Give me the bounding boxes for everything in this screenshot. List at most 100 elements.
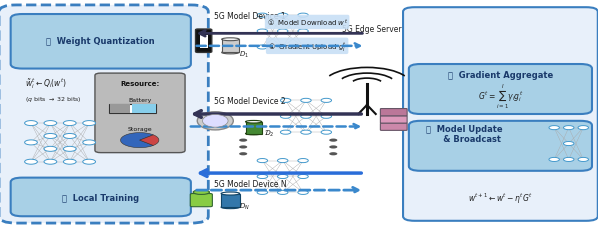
Circle shape (563, 158, 574, 162)
Circle shape (298, 14, 309, 18)
Circle shape (549, 126, 559, 130)
Circle shape (257, 175, 267, 179)
Circle shape (298, 30, 309, 34)
Polygon shape (140, 135, 159, 146)
Circle shape (280, 99, 291, 103)
FancyBboxPatch shape (95, 74, 185, 153)
Circle shape (563, 126, 574, 130)
Circle shape (277, 159, 288, 163)
Circle shape (277, 175, 288, 179)
Text: Battery: Battery (128, 97, 151, 102)
Text: $\mathcal{D}_2$: $\mathcal{D}_2$ (264, 129, 274, 139)
Text: 5G Model Device 1: 5G Model Device 1 (214, 12, 286, 21)
Ellipse shape (221, 192, 240, 195)
FancyBboxPatch shape (196, 30, 212, 53)
Text: Ⓐ  Weight Quantization: Ⓐ Weight Quantization (47, 36, 155, 45)
Circle shape (298, 175, 309, 179)
Circle shape (298, 191, 309, 195)
Polygon shape (121, 133, 153, 148)
Text: $\tilde{w}_i^t \leftarrow Q_i(w^t)$: $\tilde{w}_i^t \leftarrow Q_i(w^t)$ (25, 75, 67, 90)
Circle shape (578, 126, 588, 130)
Circle shape (549, 158, 559, 162)
Circle shape (277, 46, 288, 50)
Text: $D_1$: $D_1$ (239, 49, 249, 60)
Circle shape (563, 142, 574, 146)
Text: 5G Model Device 2: 5G Model Device 2 (214, 96, 286, 105)
Circle shape (63, 121, 76, 126)
Text: Ⓓ  Gradient Aggregate: Ⓓ Gradient Aggregate (448, 71, 553, 80)
Circle shape (321, 99, 331, 103)
FancyBboxPatch shape (11, 15, 191, 69)
Text: Storage: Storage (127, 127, 152, 132)
Ellipse shape (222, 52, 239, 55)
Circle shape (277, 14, 288, 18)
FancyBboxPatch shape (11, 178, 191, 216)
Circle shape (44, 160, 57, 164)
Bar (110, 105, 130, 113)
Circle shape (329, 153, 337, 156)
Text: Ⓔ  Model Update
      & Broadcast: Ⓔ Model Update & Broadcast (426, 124, 503, 143)
Circle shape (83, 160, 96, 164)
Ellipse shape (203, 115, 228, 128)
Text: Ⓑ  Local Training: Ⓑ Local Training (62, 193, 139, 202)
Circle shape (280, 115, 291, 119)
Circle shape (298, 46, 309, 50)
Bar (200, 36, 208, 49)
Circle shape (329, 139, 337, 142)
Ellipse shape (246, 121, 262, 123)
Circle shape (329, 146, 337, 149)
Circle shape (63, 134, 76, 139)
Circle shape (298, 159, 309, 163)
Circle shape (83, 121, 96, 126)
Circle shape (25, 140, 38, 145)
Text: $(q$ bits $\rightarrow$ 32 bits$)$: $(q$ bits $\rightarrow$ 32 bits$)$ (25, 94, 82, 103)
FancyBboxPatch shape (380, 124, 407, 131)
Ellipse shape (221, 206, 240, 209)
FancyBboxPatch shape (403, 8, 598, 221)
Circle shape (239, 146, 247, 149)
Circle shape (257, 46, 267, 50)
Circle shape (257, 30, 267, 34)
Circle shape (301, 131, 311, 135)
FancyBboxPatch shape (409, 121, 592, 171)
Circle shape (257, 159, 267, 163)
Circle shape (63, 147, 76, 152)
Bar (222, 40, 239, 53)
Circle shape (578, 158, 588, 162)
FancyBboxPatch shape (0, 6, 208, 223)
Circle shape (44, 121, 57, 126)
FancyBboxPatch shape (380, 116, 407, 124)
Circle shape (239, 139, 247, 142)
Text: Resource:: Resource: (120, 81, 159, 87)
Circle shape (63, 160, 76, 164)
Text: 5G Edge Server: 5G Edge Server (343, 25, 402, 34)
FancyBboxPatch shape (380, 109, 407, 116)
Bar (221, 194, 240, 207)
Circle shape (239, 153, 247, 156)
Circle shape (301, 99, 311, 103)
Circle shape (44, 134, 57, 139)
Ellipse shape (222, 39, 239, 41)
Text: $G^t = \sum_{i=1}^{I} \gamma_i g_i^t$: $G^t = \sum_{i=1}^{I} \gamma_i g_i^t$ (478, 82, 523, 111)
Text: $w^{t+1} \leftarrow w^t - \eta^t G^t$: $w^{t+1} \leftarrow w^t - \eta^t G^t$ (468, 191, 533, 205)
Ellipse shape (193, 190, 209, 195)
Circle shape (321, 131, 331, 135)
Circle shape (257, 14, 267, 18)
Circle shape (280, 131, 291, 135)
Circle shape (277, 191, 288, 195)
Circle shape (257, 191, 267, 195)
Bar (109, 104, 156, 113)
Text: 5G Model Device N: 5G Model Device N (214, 179, 287, 188)
Circle shape (301, 115, 311, 119)
Circle shape (277, 30, 288, 34)
Text: $D_N$: $D_N$ (239, 201, 250, 211)
Circle shape (25, 121, 38, 126)
Ellipse shape (197, 112, 233, 130)
FancyBboxPatch shape (409, 65, 592, 114)
Text: ④  Gradient Upload $g_i^t$: ④ Gradient Upload $g_i^t$ (268, 40, 347, 53)
Bar (132, 105, 155, 113)
Circle shape (44, 147, 57, 152)
Circle shape (321, 115, 331, 119)
Circle shape (83, 140, 96, 145)
Bar (246, 122, 262, 134)
